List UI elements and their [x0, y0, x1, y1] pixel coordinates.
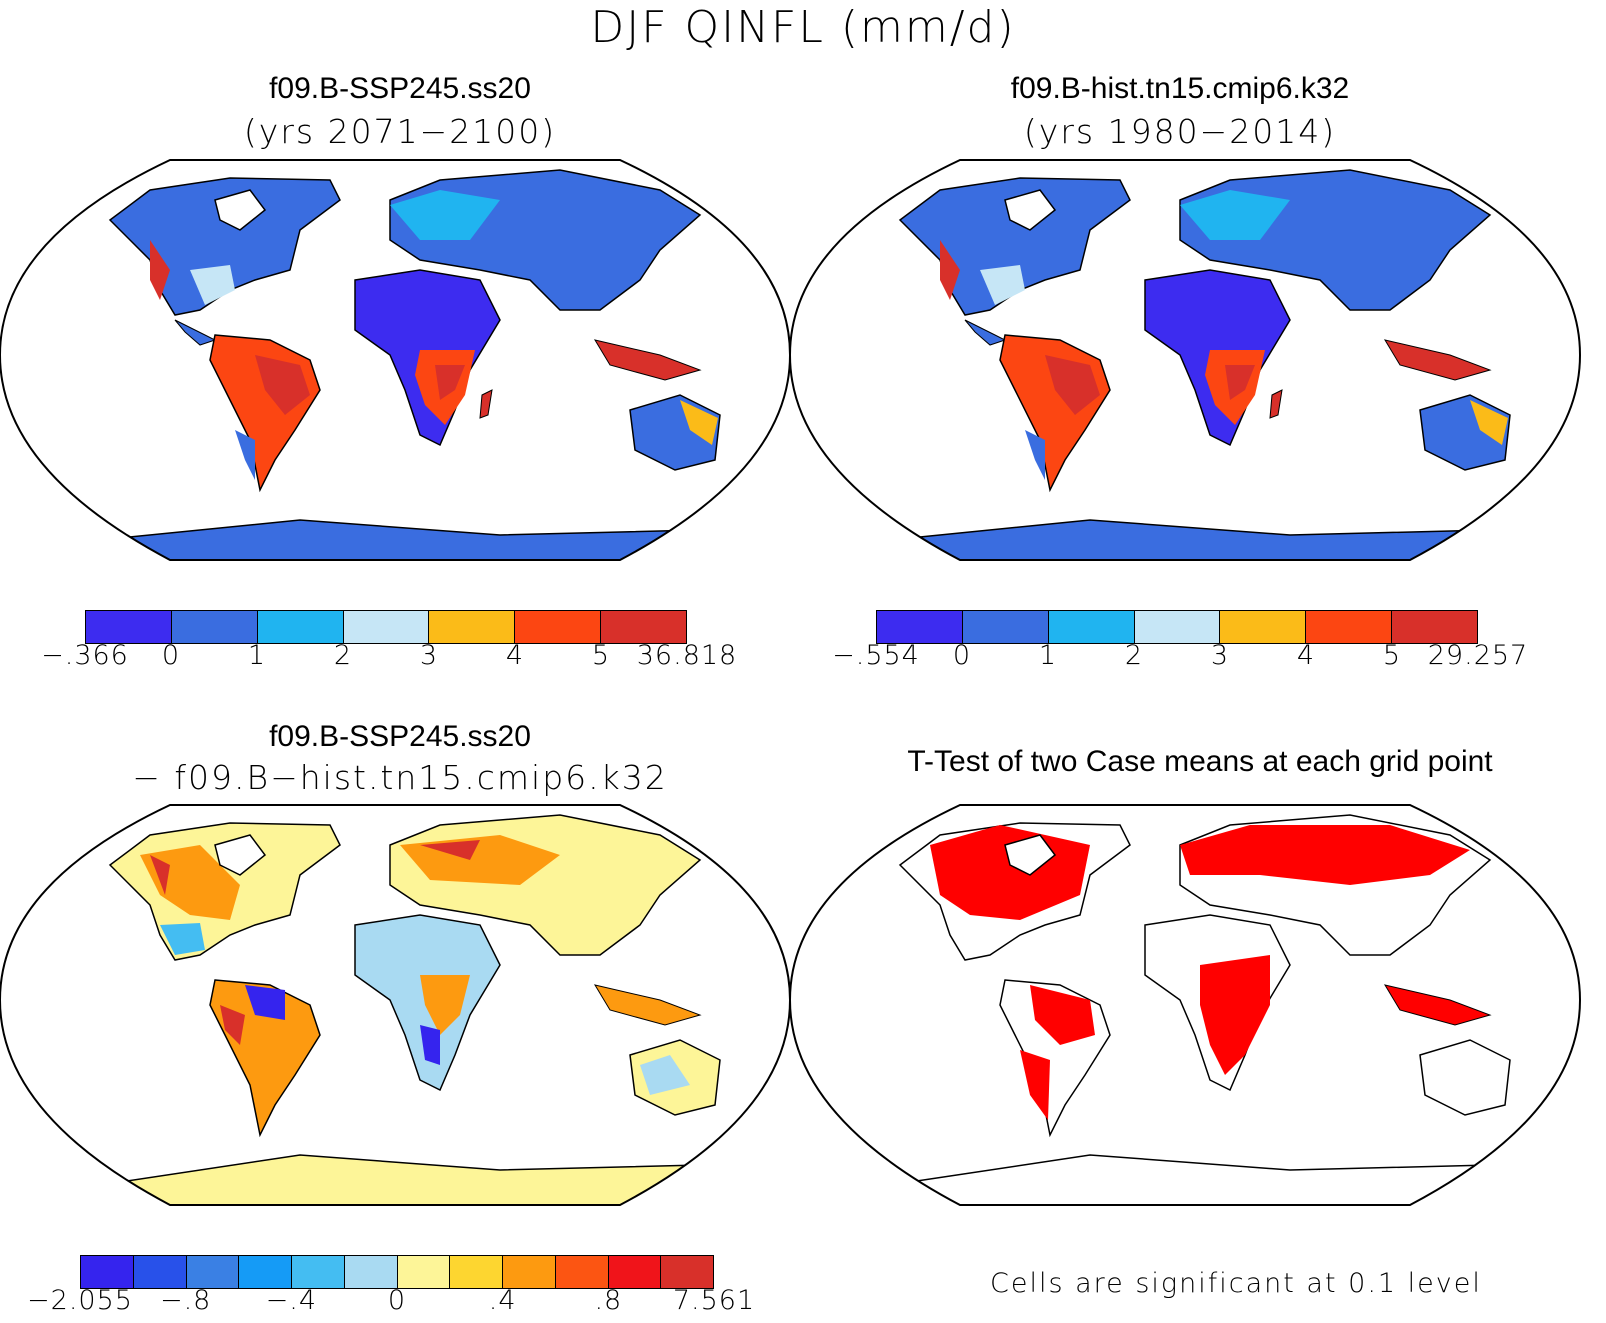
colorbar-swatch — [503, 1256, 556, 1288]
colorbar-bottom-left — [80, 1255, 714, 1289]
panel-title-top-left: f09.B-SSP245.ss20 — [269, 72, 531, 105]
colorbar-swatch — [292, 1256, 345, 1288]
colorbar-swatch — [344, 1256, 398, 1288]
colorbar-swatch — [515, 611, 602, 643]
colorbar-swatch — [661, 1256, 713, 1288]
panel-title-top-right: f09.B-hist.tn15.cmip6.k32 — [1010, 72, 1350, 105]
panel-title-bottom-left: f09.B-SSP245.ss20 — [269, 720, 531, 753]
north-america — [108, 177, 341, 316]
panel-subtitle-bottom-left: − f09.B−hist.tn15.cmip6.k32 — [132, 758, 668, 797]
colorbar-labels-top-right: −.554 0 1 2 3 4 5 29.257 — [832, 640, 1527, 674]
colorbar-labels-bottom-left: −2.055 −.8 −.4 0 .4 .8 7.561 — [27, 1285, 754, 1319]
colorbar-swatch — [450, 1256, 503, 1288]
colorbar-tick-label: −.8 — [159, 1285, 212, 1316]
colorbar-swatch — [343, 611, 430, 643]
map-bottom-left — [0, 804, 792, 1206]
colorbar-tick-label: 2 — [1124, 640, 1144, 671]
colorbar-tick-label: 5 — [591, 640, 611, 671]
colorbar-labels-top-left: −.366 0 1 2 3 4 5 36.818 — [41, 640, 736, 674]
colorbar-tick-label: −.4 — [265, 1285, 318, 1316]
colorbar-swatch — [555, 1256, 609, 1288]
colorbar-tick-label: −.366 — [41, 640, 129, 671]
panel-subtitle-top-right: (yrs 1980−2014) — [1023, 112, 1337, 151]
colorbar-tick-label: −.554 — [832, 640, 920, 671]
colorbar-swatch — [133, 1256, 187, 1288]
antarctica — [0, 519, 790, 560]
colorbar-swatch — [397, 1256, 451, 1288]
colorbar-tick-label: 29.257 — [1427, 640, 1529, 671]
colorbar-tick-label: 1 — [1038, 640, 1058, 671]
colorbar-tick-label: 36.818 — [636, 640, 738, 671]
colorbar-tick-label: 7.561 — [672, 1285, 756, 1316]
colorbar-top-left — [85, 610, 687, 644]
colorbar-swatch — [1134, 611, 1221, 643]
colorbar-swatch — [601, 611, 687, 643]
panel-title-bottom-right: T-Test of two Case means at each grid po… — [907, 745, 1493, 778]
colorbar-swatch — [186, 1256, 240, 1288]
colorbar-swatch — [239, 1256, 292, 1288]
colorbar-swatch — [962, 611, 1049, 643]
colorbar-swatch — [86, 611, 172, 643]
colorbar-tick-label: 4 — [505, 640, 525, 671]
colorbar-swatch — [81, 1256, 134, 1288]
colorbar-tick-label: 3 — [1210, 640, 1230, 671]
panel-subtitle-top-left: (yrs 2071−2100) — [243, 112, 557, 151]
colorbar-tick-label: 5 — [1382, 640, 1402, 671]
colorbar-swatch — [1306, 611, 1393, 643]
colorbar-tick-label: .8 — [594, 1285, 623, 1316]
map-top-right — [788, 159, 1582, 561]
colorbar-tick-label: 2 — [333, 640, 353, 671]
colorbar-tick-label: 4 — [1296, 640, 1316, 671]
colorbar-tick-label: 0 — [952, 640, 972, 671]
map-top-left — [0, 159, 792, 561]
colorbar-tick-label: −2.055 — [27, 1285, 133, 1316]
colorbar-swatch — [877, 611, 963, 643]
colorbar-swatch — [1048, 611, 1135, 643]
significance-note: Cells are significant at 0.1 level — [990, 1268, 1482, 1299]
map-bottom-right — [788, 804, 1582, 1206]
colorbar-tick-label: 0 — [161, 640, 181, 671]
colorbar-tick-label: 3 — [419, 640, 439, 671]
colorbar-top-right — [876, 610, 1478, 644]
figure-title: DJF QINFL (mm/d) — [590, 2, 1016, 53]
colorbar-tick-label: 0 — [387, 1285, 407, 1316]
colorbar-tick-label: .4 — [488, 1285, 517, 1316]
colorbar-swatch — [1392, 611, 1478, 643]
colorbar-swatch — [171, 611, 258, 643]
colorbar-swatch — [429, 611, 516, 643]
colorbar-tick-label: 1 — [247, 640, 267, 671]
colorbar-swatch — [608, 1256, 662, 1288]
colorbar-swatch — [257, 611, 344, 643]
colorbar-swatch — [1220, 611, 1307, 643]
